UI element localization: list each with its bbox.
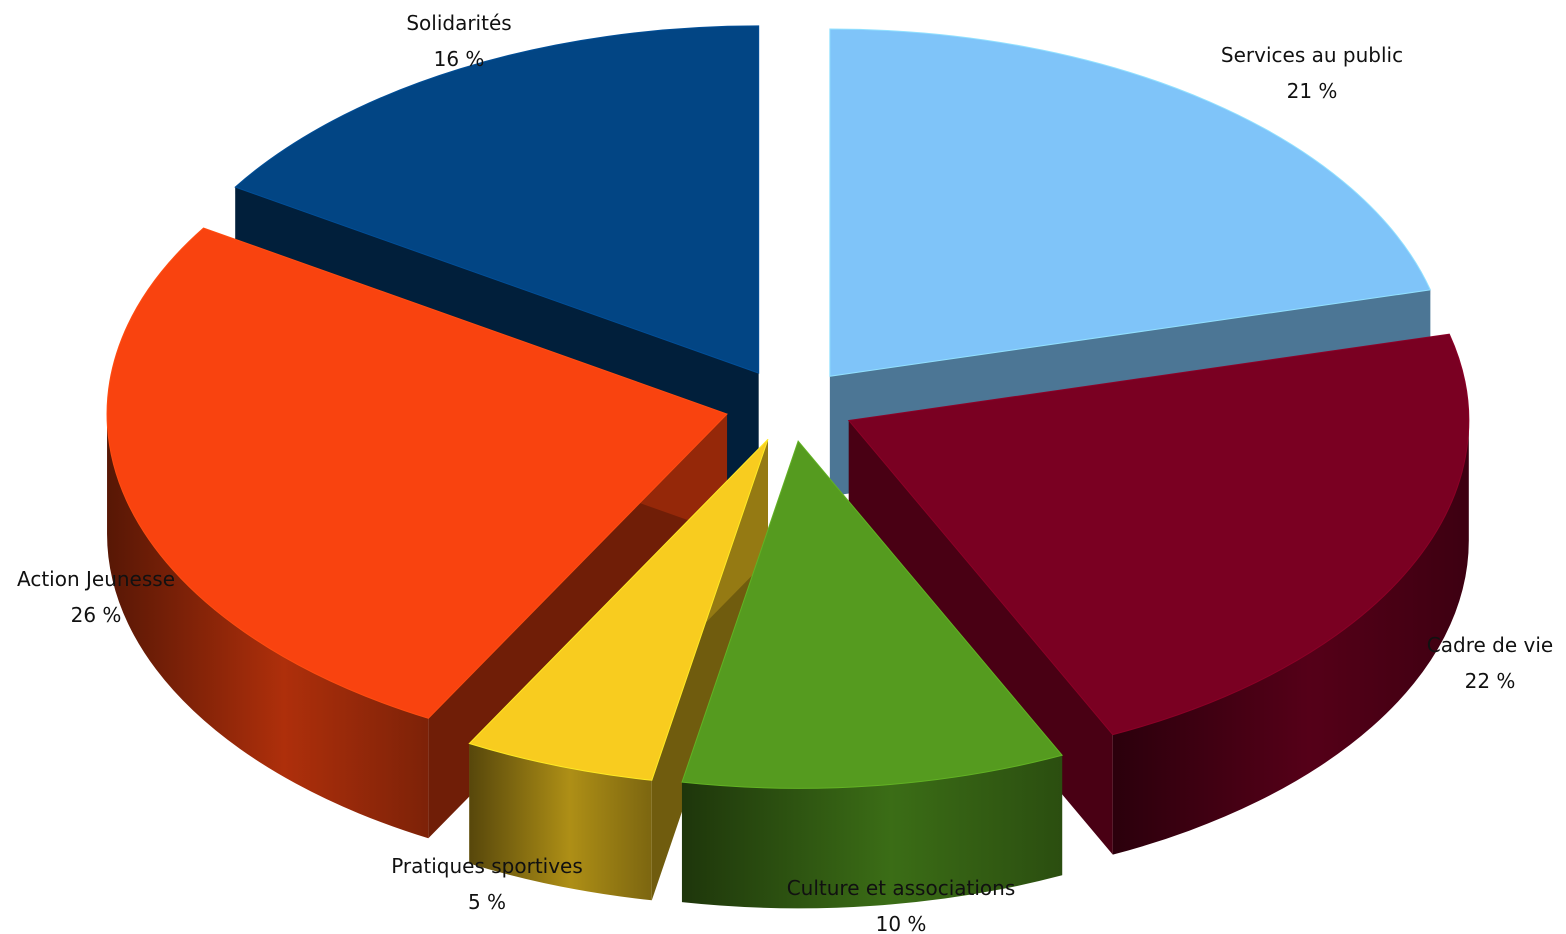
pie-slice-action-jeunesse xyxy=(106,227,728,839)
label-culture-et-associations: Culture et associations xyxy=(787,876,1016,900)
slice-top-face xyxy=(681,440,1064,789)
slice-top-face xyxy=(234,25,760,374)
value-label-pratiques-sportives: 5 % xyxy=(468,890,506,914)
slice-outer-wall xyxy=(681,755,1063,909)
slice-top-face xyxy=(468,438,769,781)
slice-outer-wall xyxy=(107,414,429,839)
slice-top-face xyxy=(847,333,1470,736)
value-label-solidarites: 16 % xyxy=(434,47,485,71)
pie-slice-culture-et-associations xyxy=(681,440,1064,909)
label-cadre-de-vie: Cadre de vie xyxy=(1427,633,1553,657)
value-label-cadre-de-vie: 22 % xyxy=(1465,669,1516,693)
slice-outer-wall xyxy=(1112,420,1469,855)
label-solidarites: Solidarités xyxy=(406,11,511,35)
label-services-au-public: Services au public xyxy=(1221,43,1403,67)
slice-top-face xyxy=(829,28,1432,377)
value-label-services-au-public: 21 % xyxy=(1287,79,1338,103)
slice-top-face xyxy=(106,227,728,719)
label-pratiques-sportives: Pratiques sportives xyxy=(391,854,583,878)
pie-slice-pratiques-sportives xyxy=(468,438,769,901)
value-label-action-jeunesse: 26 % xyxy=(71,603,122,627)
value-label-culture-et-associations: 10 % xyxy=(876,912,927,934)
slice-outer-wall xyxy=(469,743,652,901)
label-action-jeunesse: Action Jeunesse xyxy=(17,567,175,591)
